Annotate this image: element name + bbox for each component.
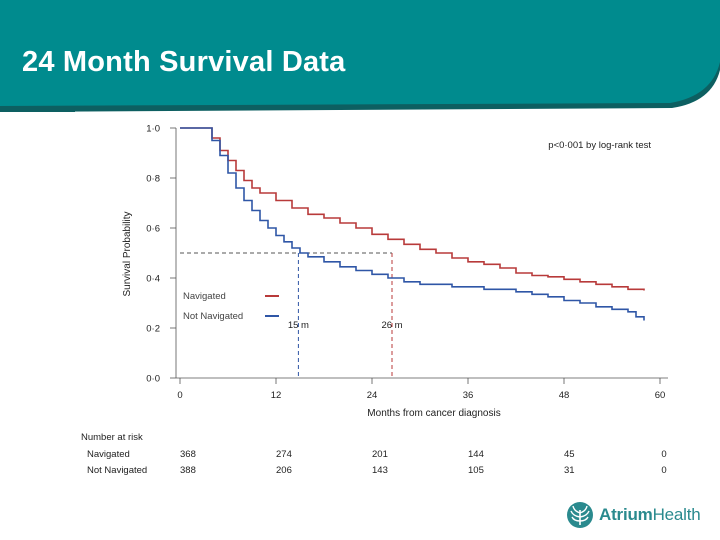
x-tick-label: 60 (655, 390, 666, 401)
x-tick-label: 48 (559, 390, 570, 401)
risk-value: 0 (661, 449, 666, 460)
x-ticks: 0 12 24 36 48 60 (177, 378, 665, 401)
series-line-navigated (180, 127, 645, 291)
risk-value: 31 (564, 465, 575, 476)
risk-value: 45 (564, 449, 575, 460)
risk-value: 274 (276, 449, 292, 460)
risk-value: 201 (372, 449, 388, 460)
logo-text-regular: Health (652, 505, 701, 524)
x-tick-label: 24 (367, 390, 378, 401)
risk-value: 388 (180, 465, 196, 476)
series-line-not-navigated (180, 127, 645, 321)
p-value-annotation: p<0·001 by log-rank test (548, 140, 651, 151)
risk-value: 206 (276, 465, 292, 476)
header-band (0, 0, 720, 112)
legend-label-not-navigated: Not Navigated (183, 311, 243, 322)
legend: Navigated Not Navigated (183, 291, 279, 322)
median-label-navigated: 26 m (381, 320, 402, 331)
y-tick-label: 0·6 (146, 224, 160, 235)
risk-values: 368 274 201 144 45 0 388 206 143 105 31 0 (180, 449, 667, 476)
x-tick-label: 12 (271, 390, 282, 401)
risk-value: 0 (661, 465, 666, 476)
atrium-health-leaf-icon (567, 502, 593, 528)
risk-table-title: Number at risk (81, 432, 143, 443)
risk-row-label-navigated: Navigated (87, 449, 130, 460)
risk-value: 368 (180, 449, 196, 460)
median-label-not-navigated: 15 m (288, 320, 309, 331)
logo-text-bold: Atrium (599, 505, 653, 524)
logo-text: AtriumHealth (599, 505, 701, 525)
y-axis-title: Survival Probability (122, 211, 133, 296)
risk-value: 143 (372, 465, 388, 476)
x-tick-label: 36 (463, 390, 474, 401)
median-lines: 26 m 15 m (180, 252, 403, 378)
y-ticks: 0·0 0·2 0·4 0·6 0·8 1·0 (146, 124, 176, 385)
atrium-health-logo: AtriumHealth (566, 501, 701, 529)
series-group (180, 127, 645, 321)
risk-value: 144 (468, 449, 484, 460)
risk-value: 105 (468, 465, 484, 476)
x-axis-title: Months from cancer diagnosis (367, 408, 500, 419)
chart-axes (175, 128, 668, 379)
y-tick-label: 0·8 (146, 174, 160, 185)
number-at-risk-table: Number at risk Navigated Not Navigated 3… (81, 432, 667, 476)
y-tick-label: 1·0 (146, 124, 160, 135)
y-tick-label: 0·2 (146, 324, 160, 335)
legend-label-navigated: Navigated (183, 291, 226, 302)
slide-title: 24 Month Survival Data (22, 46, 346, 78)
x-tick-label: 0 (177, 390, 182, 401)
y-tick-label: 0·0 (146, 374, 160, 385)
header-fill (0, 0, 720, 106)
y-tick-label: 0·4 (146, 274, 160, 285)
risk-row-label-not-navigated: Not Navigated (87, 465, 147, 476)
header-accent (0, 108, 75, 112)
